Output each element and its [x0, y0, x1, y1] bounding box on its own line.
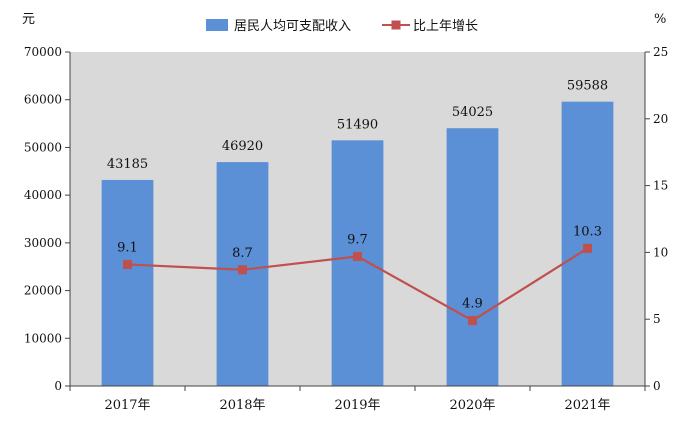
left-tick-label-3: 30000 [24, 236, 62, 250]
x-category-label-3: 2019年 [334, 398, 380, 413]
left-tick-label-5: 50000 [24, 140, 62, 154]
right-tick-label-3: 15 [653, 179, 668, 193]
left-tick-label-6: 60000 [24, 93, 62, 107]
x-category-label-4: 2020年 [449, 398, 495, 413]
right-tick-label-2: 10 [653, 245, 668, 259]
bar-4 [446, 128, 499, 386]
left-tick-label-4: 40000 [24, 188, 62, 202]
bar-3 [331, 140, 384, 386]
x-category-label-2: 2018年 [219, 398, 265, 413]
legend-label-growth: 比上年增长 [413, 19, 478, 34]
bar-value-label-2: 46920 [222, 139, 263, 154]
growth-value-label-4: 4.9 [462, 297, 483, 312]
left-tick-label-0: 0 [54, 379, 62, 393]
right-tick-label-1: 5 [653, 312, 661, 326]
right-tick-label-4: 20 [653, 112, 668, 126]
left-tick-label-7: 70000 [24, 45, 62, 59]
bars-group [101, 101, 614, 386]
bar-value-label-4: 54025 [452, 105, 493, 120]
left-tick-label-1: 10000 [24, 331, 62, 345]
axes-group [69, 52, 646, 387]
x-category-label-1: 2017年 [104, 398, 150, 413]
growth-value-label-1: 9.1 [117, 240, 138, 255]
bar-1 [101, 179, 154, 386]
category-labels-group: 2017年 2018年 2019年 2020年 2021年 [69, 386, 646, 413]
left-axis-unit: 元 [22, 12, 35, 27]
bar-value-label-1: 43185 [107, 157, 148, 172]
legend: 居民人均可支配收入 比上年增长 [206, 19, 478, 34]
growth-point-5 [583, 243, 592, 253]
legend-swatch-income [206, 19, 228, 31]
right-tick-label-0: 0 [653, 379, 661, 393]
growth-point-2 [238, 265, 247, 275]
growth-point-4 [468, 316, 477, 326]
legend-marker-growth [391, 20, 401, 30]
right-axis-unit: % [654, 12, 666, 27]
x-category-label-5: 2021年 [564, 398, 610, 413]
growth-value-label-5: 10.3 [573, 224, 602, 239]
left-tick-label-2: 20000 [24, 284, 62, 298]
bar-value-label-5: 59588 [567, 79, 608, 94]
bar-5 [561, 101, 614, 386]
right-tick-label-5: 25 [653, 45, 668, 59]
growth-line-group [123, 243, 592, 326]
left-ticks-group: 0 10000 20000 30000 40000 50000 60000 70000 [24, 45, 70, 393]
growth-value-label-2: 8.7 [232, 246, 253, 261]
growth-point-1 [123, 259, 132, 269]
bar-value-label-3: 51490 [337, 117, 378, 132]
growth-point-3 [353, 251, 362, 261]
data-labels-group: 43185 46920 51490 54025 59588 9.1 8.7 9.7 4.9 10.… [107, 79, 608, 312]
right-ticks-group: 0 5 10 15 20 25 [645, 45, 668, 393]
growth-value-label-3: 9.7 [347, 232, 368, 247]
legend-label-income: 居民人均可支配收入 [234, 19, 351, 34]
